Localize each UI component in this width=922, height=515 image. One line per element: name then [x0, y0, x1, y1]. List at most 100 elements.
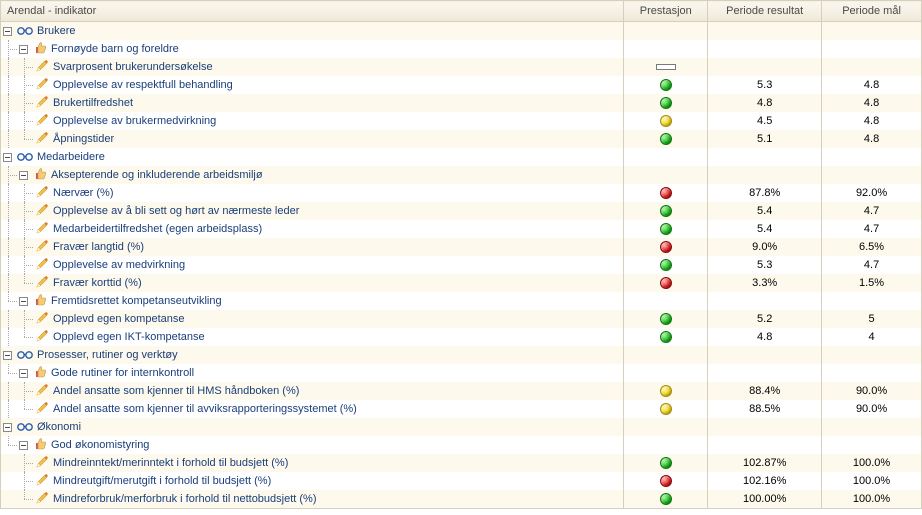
goal-value: 4.7 — [864, 259, 879, 271]
goal-value: 4.7 — [864, 223, 879, 235]
header-prestasjon[interactable]: Prestasjon — [624, 1, 708, 22]
goal-value: 4.7 — [864, 205, 879, 217]
row-label[interactable]: Fravær langtid (%) — [53, 241, 144, 253]
pencil-icon — [35, 95, 49, 112]
table-row[interactable]: Andel ansatte som kjenner til HMS håndbo… — [1, 382, 922, 400]
collapse-toggle[interactable] — [19, 297, 28, 306]
status-green-icon — [660, 259, 672, 271]
row-label[interactable]: Medarbeidertilfredshet (egen arbeidsplas… — [53, 223, 262, 235]
row-label[interactable]: Brukere — [37, 25, 76, 37]
status-green-icon — [660, 97, 672, 109]
collapse-toggle[interactable] — [3, 351, 12, 360]
result-value: 5.3 — [757, 79, 772, 91]
row-label[interactable]: Mindreinntekt/merinntekt i forhold til b… — [53, 457, 288, 469]
row-label[interactable]: Aksepterende og inkluderende arbeidsmilj… — [51, 169, 263, 181]
table-row[interactable]: Nærvær (%)87.8%92.0% — [1, 184, 922, 202]
row-label[interactable]: Svarprosent brukerundersøkelse — [53, 61, 213, 73]
collapse-toggle[interactable] — [19, 171, 28, 180]
row-label[interactable]: Mindreforbruk/merforbruk i forhold til n… — [53, 493, 317, 505]
table-row[interactable]: Fravær langtid (%)9.0%6.5% — [1, 238, 922, 256]
collapse-toggle[interactable] — [3, 153, 12, 162]
row-label[interactable]: Gode rutiner for internkontroll — [51, 367, 194, 379]
collapse-toggle[interactable] — [3, 27, 12, 36]
pencil-icon — [35, 383, 49, 400]
table-row[interactable]: Medarbeidertilfredshet (egen arbeidsplas… — [1, 220, 922, 238]
status-green-icon — [660, 223, 672, 235]
row-label[interactable]: Økonomi — [37, 421, 81, 433]
status-green-icon — [660, 79, 672, 91]
thumbs-up-icon — [33, 365, 47, 382]
table-row[interactable]: Brukertilfredshet4.84.8 — [1, 94, 922, 112]
table-row[interactable]: Opplevd egen kompetanse5.25 — [1, 310, 922, 328]
pencil-icon — [35, 59, 49, 76]
status-red-icon — [660, 241, 672, 253]
row-label[interactable]: Opplevelse av å bli sett og hørt av nærm… — [53, 205, 299, 217]
collapse-toggle[interactable] — [19, 45, 28, 54]
header-indicator[interactable]: Arendal - indikator — [1, 1, 624, 22]
table-row[interactable]: Fornøyde barn og foreldre — [1, 40, 922, 58]
row-label[interactable]: Opplevelse av respektfull behandling — [53, 79, 233, 91]
row-label[interactable]: Fornøyde barn og foreldre — [51, 43, 179, 55]
header-periode-resultat[interactable]: Periode resultat — [708, 1, 822, 22]
row-label[interactable]: Opplevelse av brukermedvirkning — [53, 115, 216, 127]
table-row[interactable]: Mindreinntekt/merinntekt i forhold til b… — [1, 454, 922, 472]
status-yellow-icon — [660, 403, 672, 415]
pencil-icon — [35, 329, 49, 346]
table-row[interactable]: Opplevelse av medvirkning5.34.7 — [1, 256, 922, 274]
result-value: 88.5% — [749, 403, 780, 415]
table-row[interactable]: Økonomi — [1, 418, 922, 436]
row-label[interactable]: Prosesser, rutiner og verktøy — [37, 349, 178, 361]
table-row[interactable]: Fravær korttid (%) 3.3% 1.5% — [1, 274, 922, 292]
table-row[interactable]: Fremtidsrettet kompetanseutvikling — [1, 292, 922, 310]
table-row[interactable]: Opplevd egen IKT-kompetanse4.84 — [1, 328, 922, 346]
status-red-icon — [660, 277, 672, 289]
collapse-toggle[interactable] — [19, 441, 28, 450]
row-label[interactable]: Fravær korttid (%) — [53, 277, 142, 289]
pencil-icon — [35, 491, 49, 508]
header-periode-mal[interactable]: Periode mål — [822, 1, 922, 22]
row-label[interactable]: Brukertilfredshet — [53, 97, 133, 109]
row-label[interactable]: Opplevd egen kompetanse — [53, 313, 184, 325]
table-row[interactable]: Medarbeidere — [1, 148, 922, 166]
status-green-icon — [660, 313, 672, 325]
result-value: 3.3% — [752, 277, 777, 289]
result-value: 4.8 — [757, 97, 772, 109]
table-row[interactable]: Mindreforbruk/merforbruk i forhold til n… — [1, 490, 922, 509]
table-row[interactable]: Mindreutgift/merutgift i forhold til bud… — [1, 472, 922, 490]
table-row[interactable]: Opplevelse av brukermedvirkning4.54.8 — [1, 112, 922, 130]
row-label[interactable]: Opplevd egen IKT-kompetanse — [53, 331, 205, 343]
result-value: 5.4 — [757, 223, 772, 235]
status-green-icon — [660, 457, 672, 469]
goal-value: 1.5% — [859, 277, 884, 289]
row-label[interactable]: Andel ansatte som kjenner til HMS håndbo… — [53, 385, 299, 397]
row-label[interactable]: Åpningstider — [53, 133, 114, 145]
row-label[interactable]: Nærvær (%) — [53, 187, 114, 199]
pencil-icon — [35, 473, 49, 490]
row-label[interactable]: God økonomistyring — [51, 439, 149, 451]
row-label[interactable]: Opplevelse av medvirkning — [53, 259, 185, 271]
row-label[interactable]: Medarbeidere — [37, 151, 105, 163]
row-label[interactable]: Fremtidsrettet kompetanseutvikling — [51, 295, 222, 307]
collapse-toggle[interactable] — [19, 369, 28, 378]
goal-value: 90.0% — [856, 403, 887, 415]
table-row[interactable]: Brukere — [1, 22, 922, 41]
glasses-icon — [17, 422, 33, 432]
row-label[interactable]: Andel ansatte som kjenner til avviksrapp… — [53, 403, 357, 415]
table-row[interactable]: Opplevelse av respektfull behandling5.34… — [1, 76, 922, 94]
table-row[interactable]: God økonomistyring — [1, 436, 922, 454]
table-row[interactable]: Aksepterende og inkluderende arbeidsmilj… — [1, 166, 922, 184]
grid-header: Arendal - indikator Prestasjon Periode r… — [1, 1, 922, 22]
table-row[interactable]: Andel ansatte som kjenner til avviksrapp… — [1, 400, 922, 418]
result-value: 102.87% — [743, 457, 786, 469]
indicator-grid: Arendal - indikator Prestasjon Periode r… — [0, 0, 922, 509]
result-value: 102.16% — [743, 475, 786, 487]
table-row[interactable]: Åpningstider5.14.8 — [1, 130, 922, 148]
table-row[interactable]: Svarprosent brukerundersøkelse — [1, 58, 922, 76]
table-row[interactable]: Prosesser, rutiner og verktøy — [1, 346, 922, 364]
table-row[interactable]: Opplevelse av å bli sett og hørt av nærm… — [1, 202, 922, 220]
collapse-toggle[interactable] — [3, 423, 12, 432]
result-value: 100.00% — [743, 493, 786, 505]
row-label[interactable]: Mindreutgift/merutgift i forhold til bud… — [53, 475, 271, 487]
pencil-icon — [35, 221, 49, 238]
table-row[interactable]: Gode rutiner for internkontroll — [1, 364, 922, 382]
